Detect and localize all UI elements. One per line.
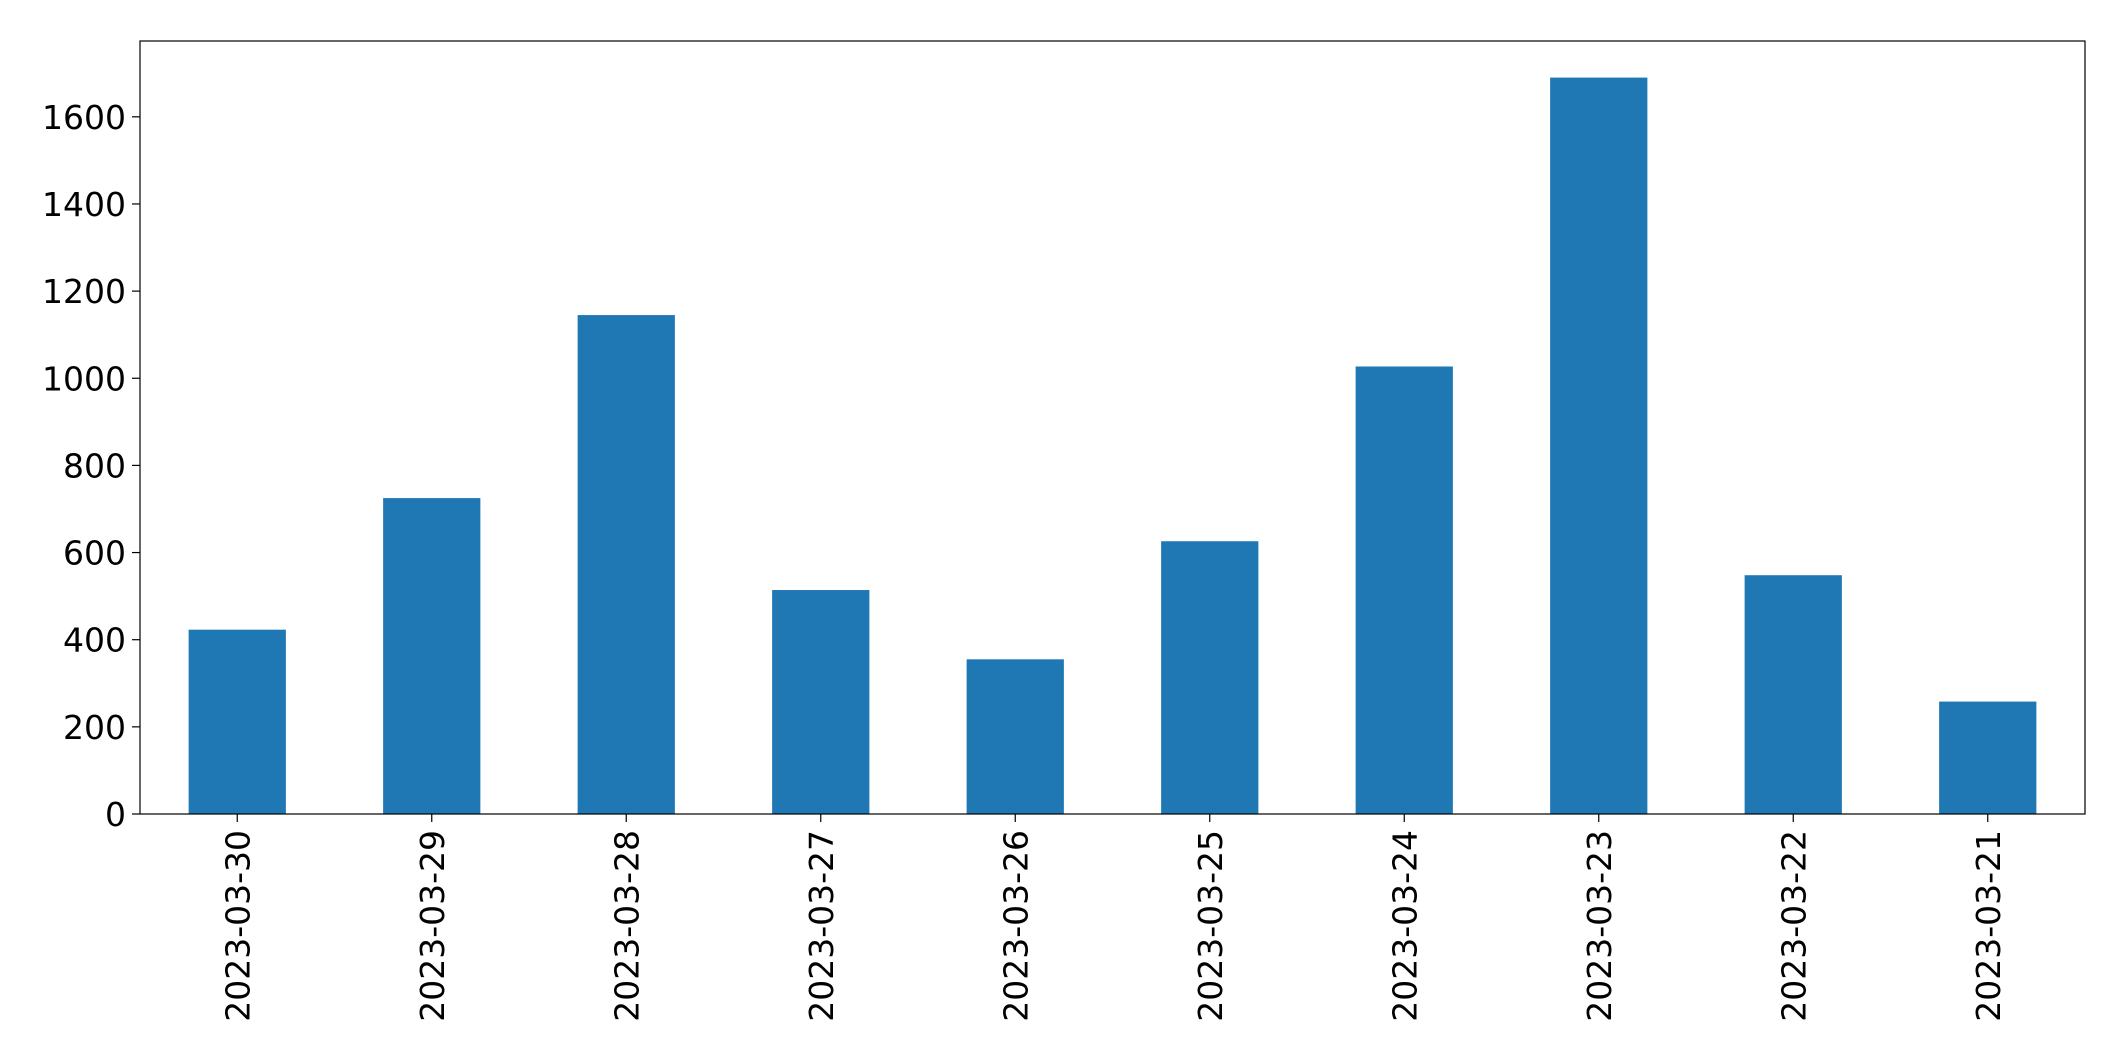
x-tick-label: 2023-03-29 xyxy=(413,830,452,1022)
bar xyxy=(577,315,675,814)
y-tick-label: 1600 xyxy=(42,98,126,137)
x-tick-label: 2023-03-27 xyxy=(802,830,841,1022)
bar xyxy=(1161,541,1259,814)
y-tick-label: 0 xyxy=(105,795,126,834)
y-tick-label: 600 xyxy=(63,534,126,573)
bar xyxy=(1550,77,1648,814)
y-tick-label: 1400 xyxy=(42,185,126,224)
y-tick-label: 1200 xyxy=(42,272,126,311)
bar xyxy=(383,498,481,814)
x-tick-label: 2023-03-30 xyxy=(218,830,257,1022)
x-tick-label: 2023-03-26 xyxy=(996,830,1035,1022)
bar xyxy=(1355,366,1453,814)
y-tick-label: 400 xyxy=(63,621,126,660)
x-tick-label: 2023-03-28 xyxy=(607,830,646,1022)
x-tick-label: 2023-03-22 xyxy=(1774,830,1813,1022)
y-tick-label: 1000 xyxy=(42,359,126,398)
x-tick-label: 2023-03-24 xyxy=(1385,830,1424,1022)
y-tick-label: 200 xyxy=(63,708,126,747)
bar xyxy=(1744,575,1842,814)
x-tick-label: 2023-03-23 xyxy=(1580,830,1619,1022)
x-tick-label: 2023-03-21 xyxy=(1969,830,2008,1022)
plot-frame xyxy=(139,40,2086,815)
x-tick-label: 2023-03-25 xyxy=(1191,830,1230,1022)
y-tick-label: 800 xyxy=(63,446,126,485)
bar xyxy=(1939,701,2037,814)
bar xyxy=(772,590,870,814)
bar xyxy=(188,629,286,814)
bar xyxy=(966,659,1064,814)
